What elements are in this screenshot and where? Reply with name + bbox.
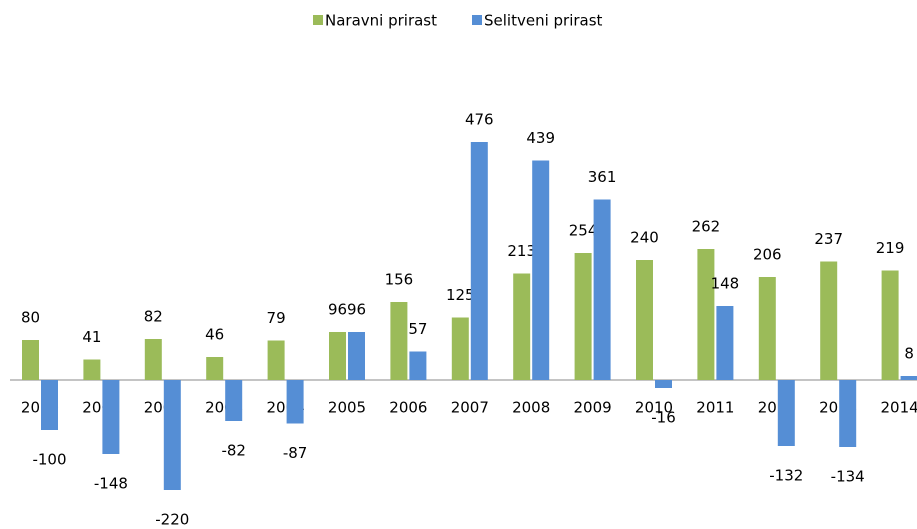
- bar: [716, 306, 734, 380]
- data-label: 213: [507, 242, 536, 260]
- bar: [329, 332, 346, 380]
- bar: [697, 249, 715, 380]
- data-label: 206: [753, 246, 782, 264]
- bar: [144, 339, 162, 380]
- x-tick-label: 2005: [328, 399, 366, 417]
- data-label: 125: [446, 286, 475, 304]
- bar: [390, 302, 408, 380]
- bar: [574, 253, 592, 380]
- bar: [451, 317, 469, 380]
- x-tick-label: 2008: [512, 399, 550, 417]
- bar: [225, 380, 243, 421]
- x-tick-label: 2007: [451, 399, 489, 417]
- bar: [758, 277, 776, 380]
- data-label: -220: [155, 511, 189, 529]
- data-label: 476: [465, 111, 494, 129]
- legend-swatch: [472, 15, 482, 25]
- bar: [409, 351, 427, 380]
- bar: [839, 380, 857, 447]
- data-label: 439: [526, 129, 555, 147]
- bar: [881, 270, 899, 380]
- bar: [532, 160, 550, 380]
- data-label: 156: [385, 271, 414, 289]
- data-label: 80: [21, 309, 40, 327]
- bar: [163, 380, 181, 490]
- bar: [820, 261, 838, 380]
- data-label: 237: [814, 230, 843, 248]
- legend-label: Selitveni prirast: [484, 12, 603, 30]
- bar: [777, 380, 795, 446]
- bar: [102, 380, 120, 454]
- data-label: -134: [831, 468, 865, 486]
- data-label: 79: [267, 309, 286, 327]
- bar: [41, 380, 58, 430]
- x-tick-label: 2006: [389, 399, 427, 417]
- bar: [206, 357, 224, 380]
- data-label: 96: [347, 301, 366, 319]
- data-label: 361: [588, 168, 617, 186]
- x-tick-label: 2014: [881, 399, 917, 417]
- data-label: 262: [692, 218, 721, 236]
- bar: [470, 142, 488, 380]
- data-label: 82: [144, 308, 163, 326]
- bar: [348, 332, 365, 380]
- bar: [593, 199, 611, 380]
- data-label: 96: [328, 301, 347, 319]
- data-label: 46: [205, 326, 224, 344]
- bar: [636, 260, 653, 380]
- bar: [286, 380, 304, 424]
- data-label: -87: [283, 444, 308, 462]
- bar: [22, 340, 39, 380]
- x-tick-label: 2010: [635, 399, 673, 417]
- data-label: 148: [711, 275, 740, 293]
- legend-swatch: [313, 15, 323, 25]
- data-label: 240: [630, 229, 659, 247]
- bar: [655, 380, 672, 388]
- data-label: 254: [569, 222, 598, 240]
- bar: [267, 340, 285, 380]
- data-label: -82: [221, 442, 246, 460]
- data-label: 219: [876, 239, 905, 257]
- data-label: 57: [408, 320, 427, 338]
- data-label: 8: [904, 345, 914, 363]
- data-label: -100: [32, 451, 66, 469]
- bar: [83, 359, 101, 380]
- data-label: -16: [651, 409, 676, 427]
- bar: [900, 376, 917, 380]
- x-tick-label: 2011: [696, 399, 734, 417]
- x-tick-label: 2009: [574, 399, 612, 417]
- data-label: -132: [769, 467, 803, 485]
- data-label: -148: [94, 475, 128, 493]
- bar: [513, 273, 531, 380]
- legend-label: Naravni prirast: [325, 12, 437, 30]
- data-label: 41: [82, 328, 101, 346]
